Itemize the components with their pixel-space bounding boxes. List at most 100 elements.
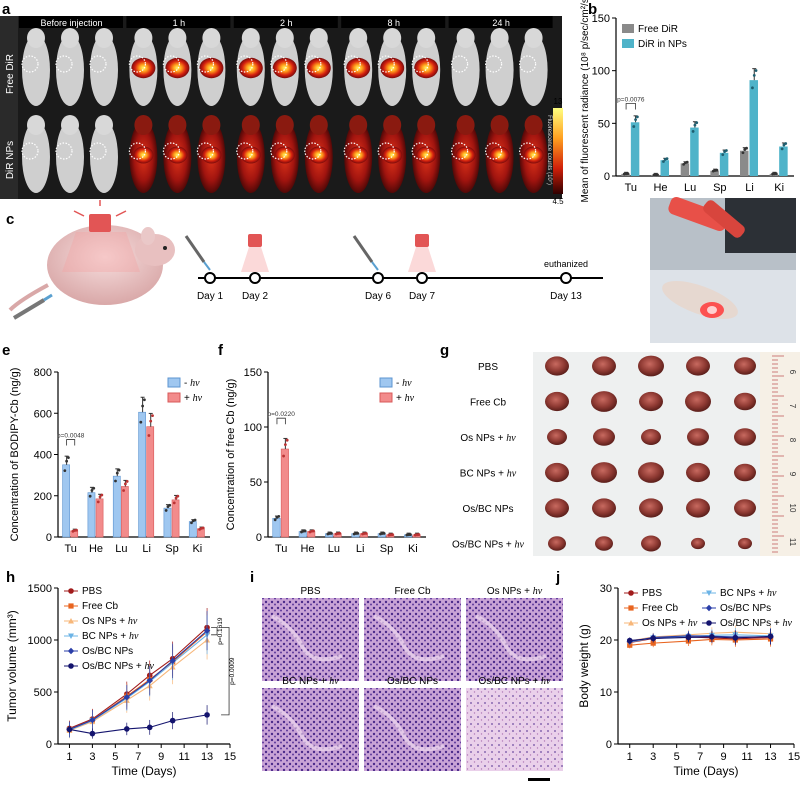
data-point (721, 153, 725, 157)
bar (719, 152, 729, 176)
data-point (682, 162, 686, 166)
bar (710, 170, 719, 176)
row-label-dir-nps: DiR NPs (5, 141, 16, 179)
timeline-node (416, 272, 428, 284)
time-header: 24 h (492, 18, 510, 28)
x-tick-label: 9 (721, 751, 727, 763)
tumor-sample (687, 428, 709, 446)
histology-image (262, 598, 359, 681)
x-tick-label: Li (142, 543, 151, 555)
data-point (169, 657, 176, 664)
data-point (75, 528, 78, 532)
x-tick-label: Tu (64, 543, 76, 555)
x-tick-label: Li (356, 543, 365, 555)
series-line (69, 639, 208, 731)
laser-icon (408, 234, 436, 272)
legend-label: PBS (642, 588, 662, 599)
laser-icon (241, 234, 269, 272)
legend-swatch (167, 377, 181, 388)
data-point (277, 515, 281, 518)
data-point (715, 168, 719, 172)
data-point (201, 526, 205, 530)
series-line (629, 635, 771, 642)
p-value-annotation: p=0.1619 (217, 617, 224, 645)
time-header: 8 h (387, 18, 400, 28)
y-axis-label: Tumor volume (mm³) (5, 610, 19, 722)
x-tick-label: Lu (328, 543, 340, 555)
data-point (656, 173, 659, 177)
legend-swatch (379, 377, 393, 388)
data-point (114, 479, 117, 483)
data-point (752, 73, 756, 77)
histology-label: PBS (300, 586, 320, 597)
y-tick-label: 150 (244, 367, 262, 379)
legend-label: Os/BC NPs (720, 603, 771, 614)
tumor-sample (734, 392, 756, 411)
syringe-icon (352, 235, 379, 271)
time-header: 1 h (173, 18, 186, 28)
data-point (141, 404, 145, 408)
data-point (706, 590, 712, 596)
data-point (122, 489, 125, 492)
panel-label-f: f (218, 342, 224, 359)
bar (280, 448, 289, 538)
y-tick-label: 30 (600, 583, 612, 595)
data-point (626, 637, 633, 644)
data-point (169, 717, 176, 724)
y-tick-label: 200 (34, 491, 52, 503)
timeline-node (372, 272, 384, 284)
data-point (628, 620, 634, 626)
y-axis-label: Concentration of BODIPY-Cb (ng/g) (9, 368, 21, 542)
data-point (330, 531, 333, 535)
tumor-sample (592, 498, 616, 518)
data-point (685, 160, 689, 164)
histology-image (364, 598, 461, 681)
panel-label-c: c (6, 211, 14, 228)
data-point (751, 86, 754, 90)
data-point (780, 147, 784, 151)
data-point (143, 398, 146, 402)
data-point (662, 160, 665, 163)
data-point (174, 496, 178, 500)
histology-image (364, 688, 461, 771)
ruler-mark: 8 (788, 438, 797, 443)
histology-image (466, 688, 563, 771)
x-tick-label: Ki (774, 182, 784, 194)
data-point (745, 146, 748, 150)
data-point (89, 716, 96, 724)
data-point (67, 647, 75, 655)
data-point (68, 603, 74, 609)
data-point (417, 533, 421, 536)
legend-label: Free DiR (638, 24, 678, 35)
ruler-mark: 11 (788, 538, 797, 547)
bar (138, 411, 146, 538)
tumor-sample (592, 356, 616, 376)
chart-e: 0 200 400 600 800 Concentration of BODIPY-Cb … (9, 367, 210, 555)
series-line (69, 627, 208, 729)
bar (62, 464, 70, 538)
data-point (303, 529, 307, 533)
bar (680, 163, 690, 176)
panel-i-histology: PBS Free Cb Os NPs + hv BC NPs + hv Os/BC NP… (262, 586, 563, 781)
tumor-sample (548, 536, 566, 551)
tumor-sample (547, 429, 567, 445)
legend-label: Os NPs + hv (642, 618, 698, 629)
legend-label: Os/BC NPs (82, 646, 133, 657)
histology-image (466, 598, 563, 681)
x-tick-label: 13 (764, 751, 776, 763)
tumor-sample (591, 462, 617, 483)
tumor-sample (638, 462, 664, 483)
series-line (629, 638, 771, 646)
tumor-sample (639, 498, 663, 518)
y-tick-label: 0 (606, 739, 612, 751)
panel-g-tumor-photo: 6 7 8 9 10 11 PBS Free Cb Os NPs + hv BC NPs + h… (452, 352, 800, 556)
timeline-day-label: Day 1 (197, 291, 224, 302)
panel-a-imaging: Free DiR DiR NPs Before injection 1 h 2 h 8… (0, 16, 564, 206)
data-point (89, 730, 96, 737)
data-point (650, 635, 656, 642)
x-tick-label: He (89, 543, 103, 555)
bar (690, 127, 699, 176)
data-point (774, 172, 778, 176)
